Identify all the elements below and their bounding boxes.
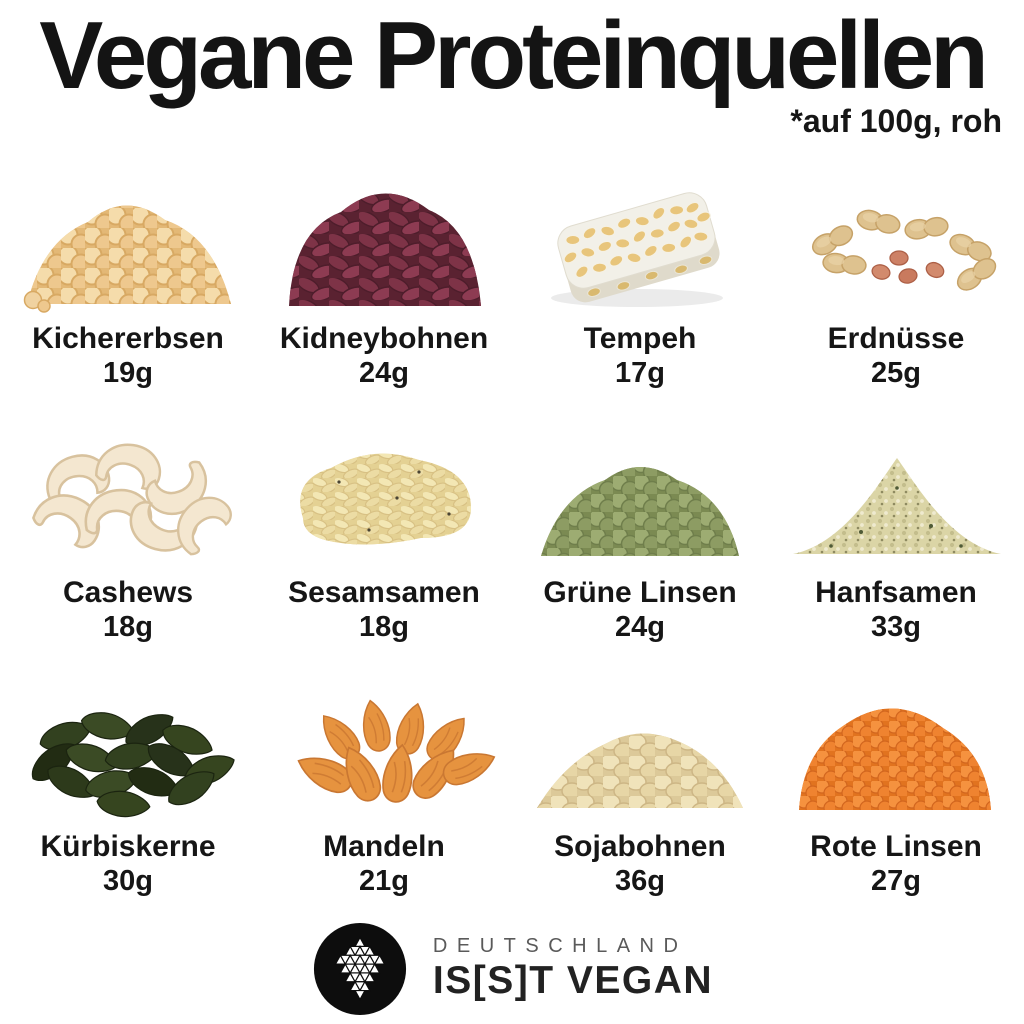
page-title: Vegane Proteinquellen <box>39 2 989 109</box>
brand-footer: DEUTSCHLAND IS[S]T VEGAN <box>0 920 1024 1018</box>
food-protein: 33g <box>871 610 921 643</box>
item-cashews: Cashews 18g <box>0 420 256 658</box>
header: Vegane Proteinquellen *auf 100g, roh <box>0 0 1024 140</box>
food-name: Erdnüsse <box>827 322 965 356</box>
food-grid: Kichererbsen 19g Kidneybohnen 24g <box>0 166 1024 912</box>
item-kidneybohnen: Kidneybohnen 24g <box>256 166 512 404</box>
almonds-image <box>269 674 499 826</box>
food-protein: 21g <box>359 864 409 897</box>
page-subtitle: *auf 100g, roh <box>790 103 1002 140</box>
food-protein: 36g <box>615 864 665 897</box>
cashews-image <box>13 420 243 572</box>
food-protein: 19g <box>103 356 153 389</box>
chickpeas-image <box>13 166 243 318</box>
brand-name: IS[S]T VEGAN <box>432 959 714 1003</box>
food-name: Rote Linsen <box>810 830 982 864</box>
food-name: Mandeln <box>323 830 445 864</box>
brand-country: DEUTSCHLAND <box>432 935 688 958</box>
item-erdnuesse: Erdnüsse 25g <box>768 166 1024 404</box>
food-protein: 25g <box>871 356 921 389</box>
food-protein: 17g <box>615 356 665 389</box>
food-protein: 24g <box>359 356 409 389</box>
item-tempeh: Tempeh 17g <box>512 166 768 404</box>
item-kuerbiskerne: Kürbiskerne 30g <box>0 674 256 912</box>
food-name: Sesamsamen <box>288 576 480 610</box>
food-name: Cashews <box>62 576 194 610</box>
food-protein: 30g <box>103 864 153 897</box>
brand-logo-icon <box>311 920 409 1018</box>
item-rote-linsen: Rote Linsen 27g <box>768 674 1024 912</box>
food-name: Tempeh <box>583 322 697 356</box>
food-protein: 24g <box>615 610 665 643</box>
peanuts-image <box>781 166 1011 318</box>
food-protein: 18g <box>103 610 153 643</box>
food-name: Kürbiskerne <box>40 830 216 864</box>
item-mandeln: Mandeln 21g <box>256 674 512 912</box>
soybeans-image <box>525 674 755 826</box>
tempeh-image <box>525 166 755 318</box>
food-name: Grüne Linsen <box>543 576 737 610</box>
food-name: Kichererbsen <box>32 322 224 356</box>
item-gruene-linsen: Grüne Linsen 24g <box>512 420 768 658</box>
item-sojabohnen: Sojabohnen 36g <box>512 674 768 912</box>
food-protein: 27g <box>871 864 921 897</box>
item-kichererbsen: Kichererbsen 19g <box>0 166 256 404</box>
red-lentils-image <box>781 674 1011 826</box>
brand-text: DEUTSCHLAND IS[S]T VEGAN <box>433 935 713 1003</box>
food-name: Sojabohnen <box>554 830 726 864</box>
food-name: Kidneybohnen <box>279 322 489 356</box>
food-protein: 18g <box>359 610 409 643</box>
green-lentils-image <box>525 420 755 572</box>
food-name: Hanfsamen <box>815 576 977 610</box>
item-sesamsamen: Sesamsamen 18g <box>256 420 512 658</box>
sesame-seeds-image <box>269 420 499 572</box>
kidney-beans-image <box>269 166 499 318</box>
pumpkin-seeds-image <box>13 674 243 826</box>
hemp-seeds-image <box>781 420 1011 572</box>
item-hanfsamen: Hanfsamen 33g <box>768 420 1024 658</box>
